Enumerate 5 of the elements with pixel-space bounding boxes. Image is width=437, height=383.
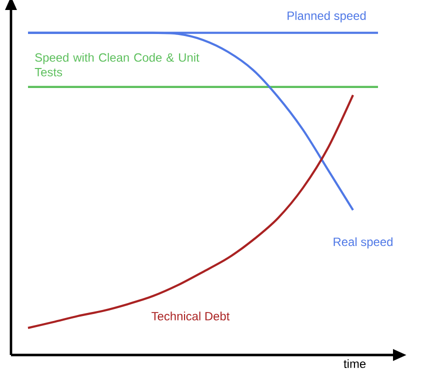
series-label: Planned speed [288, 11, 366, 22]
x-axis-title: time [344, 359, 366, 368]
text: Real speed [334, 237, 392, 248]
series-label: Speed with Clean Code & Unit Tests [34, 52, 200, 76]
series-label: Technical Debt [152, 312, 230, 320]
